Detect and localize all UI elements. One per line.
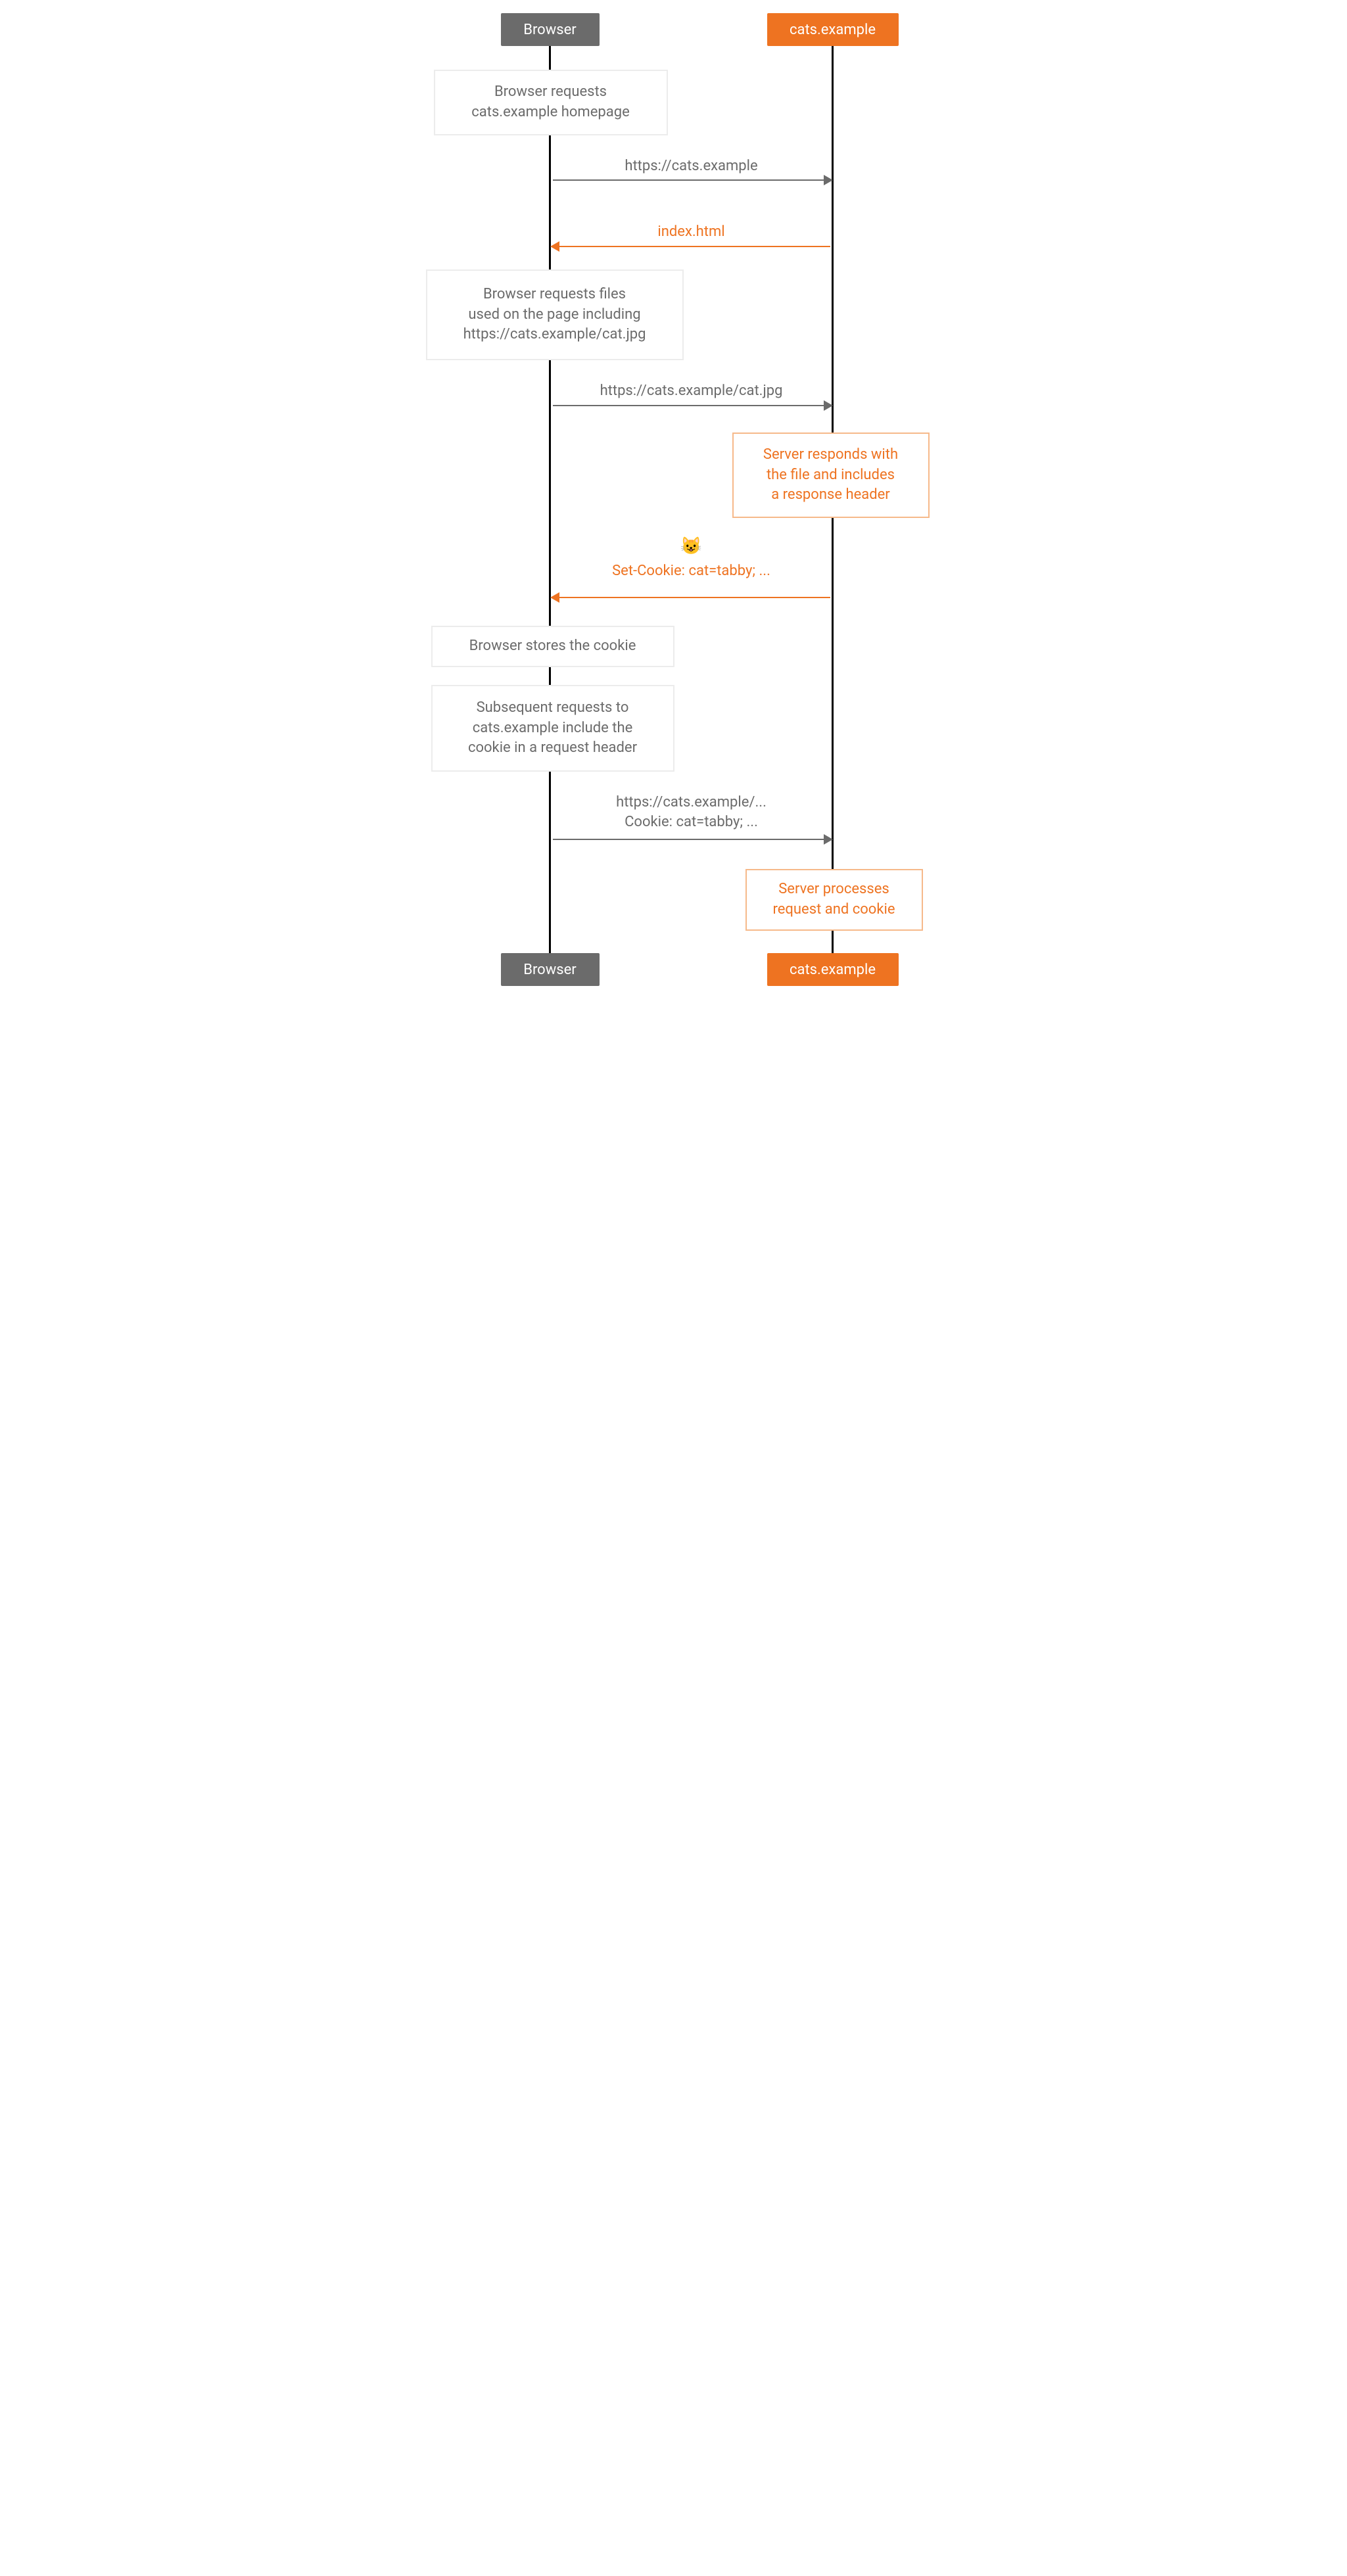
message-label-msg-setcookie: Set-Cookie: cat=tabby; ...	[550, 561, 833, 581]
note-server-responds-header: Server responds withthe file and include…	[732, 433, 930, 518]
note-line: used on the page including	[468, 305, 640, 325]
arrow-head-msg-index	[550, 241, 559, 252]
note-line: Server processes	[778, 879, 889, 900]
note-line: Subsequent requests to	[477, 698, 629, 718]
arrow-msg-subsequent	[553, 839, 824, 840]
participant-server: cats.example	[767, 13, 899, 46]
message-label-line: index.html	[550, 222, 833, 242]
sequence-diagram: Browser cats.example Browser cats.example Br…	[414, 13, 933, 986]
note-line: Browser requests files	[483, 285, 626, 305]
note-subsequent-requests: Subsequent requests tocats.example inclu…	[431, 685, 674, 772]
note-line: a response header	[771, 485, 890, 505]
note-request-homepage: Browser requestscats.example homepage	[434, 70, 668, 135]
message-label-line: https://cats.example	[550, 156, 833, 176]
message-label-msg-index: index.html	[550, 222, 833, 242]
arrow-msg-index	[559, 246, 830, 247]
note-browser-stores-cookie: Browser stores the cookie	[431, 626, 674, 667]
note-server-processes: Server processesrequest and cookie	[745, 869, 923, 931]
arrow-head-msg-catjpg	[824, 400, 833, 411]
arrow-msg-setcookie	[559, 597, 830, 598]
arrow-msg-homepage	[553, 179, 824, 181]
note-line: cats.example include the	[473, 718, 633, 739]
note-request-files: Browser requests filesused on the page i…	[426, 269, 684, 360]
participant-server: cats.example	[767, 953, 899, 986]
note-line: Browser requests	[494, 82, 607, 103]
arrow-head-msg-homepage	[824, 175, 833, 185]
arrow-msg-catjpg	[553, 405, 824, 406]
message-label-line: https://cats.example/cat.jpg	[550, 381, 833, 401]
arrow-head-msg-subsequent	[824, 834, 833, 845]
note-line: cookie in a request header	[468, 738, 637, 759]
message-label-msg-homepage: https://cats.example	[550, 156, 833, 176]
participant-label: Browser	[523, 22, 577, 38]
note-line: https://cats.example/cat.jpg	[463, 325, 646, 345]
participant-label: cats.example	[790, 22, 876, 38]
note-line: cats.example homepage	[471, 103, 629, 123]
cat-icon: 😺	[678, 536, 705, 556]
message-label-msg-subsequent: https://cats.example/...Cookie: cat=tabb…	[550, 793, 833, 831]
arrow-head-msg-setcookie	[550, 592, 559, 603]
note-line: Server responds with	[763, 445, 898, 465]
message-label-line: Set-Cookie: cat=tabby; ...	[550, 561, 833, 581]
participant-label: Browser	[523, 962, 577, 978]
message-label-line: https://cats.example/...	[550, 793, 833, 812]
message-label-line: Cookie: cat=tabby; ...	[550, 812, 833, 832]
message-label-msg-catjpg: https://cats.example/cat.jpg	[550, 381, 833, 401]
note-line: the file and includes	[767, 465, 895, 486]
note-line: request and cookie	[773, 900, 895, 920]
note-line: Browser stores the cookie	[469, 636, 636, 657]
participant-label: cats.example	[790, 962, 876, 978]
participant-browser: Browser	[501, 13, 600, 46]
participant-browser: Browser	[501, 953, 600, 986]
